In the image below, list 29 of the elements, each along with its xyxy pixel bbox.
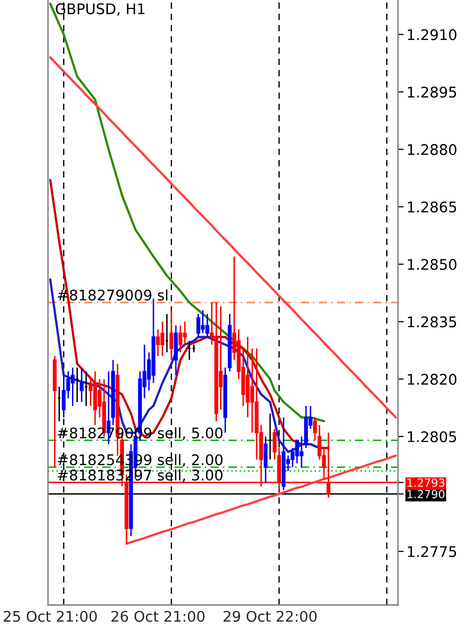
y-tick-label: 1.2850 [408, 258, 456, 270]
y-tick-label: 1.2775 [408, 546, 456, 558]
candlestick [313, 416, 317, 442]
candlestick [80, 366, 84, 403]
x-tick-label: 25 Oct 21:00 [4, 610, 97, 622]
candlestick [196, 313, 200, 338]
candlestick [250, 348, 254, 434]
y-tick-label: 1.2793 [408, 478, 444, 487]
y-tick-label: 1.2805 [408, 431, 456, 442]
candlestick [205, 313, 210, 338]
candlestick [264, 436, 268, 484]
candlestick [200, 309, 205, 334]
y-tick-label: 1.2910 [408, 29, 456, 40]
chart-title: GBPUSD, H1 [56, 3, 144, 16]
candlestick [169, 309, 174, 361]
y-tick-label: 1.2880 [408, 144, 456, 156]
y-tick-label: 1.2865 [408, 201, 456, 213]
candlestick [62, 370, 66, 418]
candlestick [70, 366, 75, 407]
y-tick-label: 1.2835 [408, 316, 456, 328]
y-tick-label: 1.2895 [408, 86, 456, 98]
x-tick-label: 29 Oct 22:00 [224, 610, 317, 622]
candlestick [182, 320, 187, 346]
candlestick [88, 378, 93, 407]
line-series [49, 56, 397, 418]
y-tick-label: 1.2820 [408, 374, 456, 385]
candlestick [218, 306, 223, 410]
y-tick-label: 1.2790 [408, 490, 444, 498]
x-tick-label: 26 Oct 21:00 [111, 610, 204, 622]
